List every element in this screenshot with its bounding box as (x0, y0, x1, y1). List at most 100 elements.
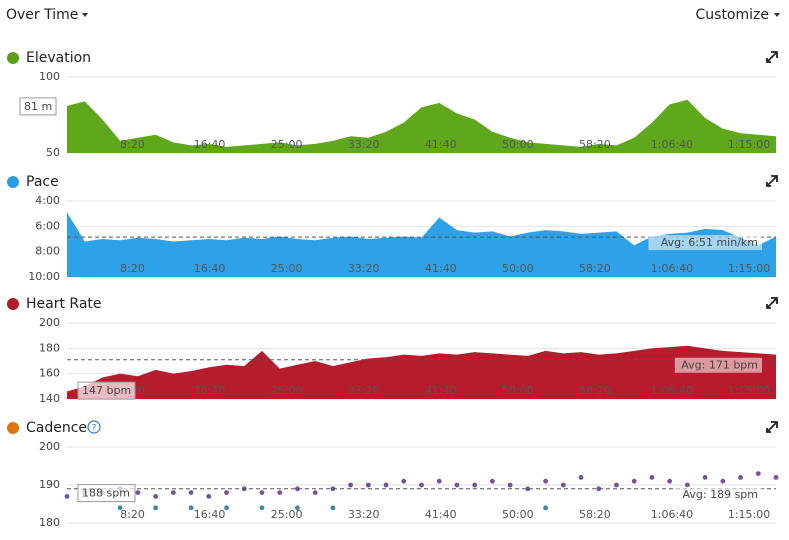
avg-label-box (674, 486, 762, 502)
y-tick-label: 100 (39, 70, 60, 83)
panel-title: Heart Rate (26, 296, 102, 312)
cadence-point (507, 482, 513, 488)
dropdown-arrow[interactable] (82, 13, 88, 17)
legend-dot (7, 52, 19, 64)
panel-title: Pace (26, 174, 59, 190)
cadence-point (631, 478, 637, 484)
x-tick-label: 8:20 (120, 138, 145, 151)
area (67, 345, 776, 399)
cadence-point (667, 478, 673, 484)
cadence-point (702, 475, 708, 480)
x-tick-label: 41:40 (425, 138, 457, 151)
x-tick-label: 58:20 (579, 508, 611, 521)
x-tick-label: 1:06:40 (651, 262, 693, 275)
cadence-point (560, 482, 566, 488)
panel-title: Elevation (26, 50, 91, 66)
legend-dot (7, 176, 19, 188)
x-tick-label: 33:20 (348, 262, 380, 275)
x-tick-label: 8:20 (120, 262, 145, 275)
cadence-point (436, 478, 442, 484)
x-tick-label: 41:40 (425, 384, 457, 397)
cadence-point (170, 490, 176, 495)
cadence-point (738, 475, 743, 480)
x-tick-label: 50:00 (502, 138, 534, 151)
expand-icon[interactable] (766, 175, 778, 187)
x-tick-label: 41:40 (425, 508, 457, 521)
x-tick-label: 33:20 (348, 508, 380, 521)
cadence-point (259, 490, 265, 495)
cadence-point (525, 486, 531, 492)
x-tick-label: 58:20 (579, 384, 611, 397)
cadence-point (490, 478, 495, 484)
view-select[interactable]: Over Time (6, 7, 78, 23)
y-tick-label: 180 (39, 516, 60, 529)
cadence-point (454, 482, 460, 488)
customize-button[interactable]: Customize (696, 7, 770, 23)
cadence-point (596, 486, 602, 492)
x-tick-label: 33:20 (348, 384, 380, 397)
cadence-point (755, 471, 761, 476)
avg-label-box (674, 357, 762, 373)
cadence-point (206, 494, 212, 499)
cadence-point (295, 505, 300, 511)
cadence-point (224, 505, 229, 511)
expand-icon[interactable] (766, 421, 778, 433)
y-tick-label: 180 (39, 341, 60, 354)
area (67, 212, 776, 277)
y-tick-label: 4:00 (35, 194, 60, 207)
cadence-point (419, 482, 424, 488)
x-tick-label: 25:00 (271, 508, 303, 521)
x-tick-label: 58:20 (579, 138, 611, 151)
x-tick-label: 50:00 (502, 384, 534, 397)
cursor-label: 81 m (24, 100, 52, 113)
cadence-point (312, 490, 318, 495)
cursor-box (77, 381, 136, 400)
x-tick-label: 50:00 (502, 508, 534, 521)
cadence-point (330, 486, 336, 492)
cadence-point (188, 490, 194, 495)
y-tick-label: 160 (39, 367, 60, 380)
cadence-point (259, 505, 265, 511)
cadence-point (188, 505, 194, 511)
x-tick-label: 1:15:00 (728, 262, 770, 275)
x-tick-label: 25:00 (271, 384, 303, 397)
x-tick-label: 1:15:00 (728, 138, 770, 151)
cadence-point (401, 478, 407, 484)
y-tick-label: 50 (46, 146, 60, 159)
y-tick-label: 8:00 (35, 245, 60, 258)
cadence-point (684, 482, 690, 488)
cadence-point (383, 482, 389, 488)
cadence-point (614, 482, 619, 488)
dropdown-arrow[interactable] (774, 13, 780, 17)
cursor-label: 188 spm (82, 487, 130, 500)
y-tick-label: 190 (39, 478, 60, 491)
x-tick-label: 16:40 (194, 508, 226, 521)
x-tick-label: 1:15:00 (728, 384, 770, 397)
y-tick-label: 200 (39, 316, 60, 329)
cadence-point (649, 475, 655, 480)
avg-label: Avg: 171 bpm (681, 359, 758, 372)
x-tick-label: 8:20 (120, 508, 145, 521)
x-tick-label: 16:40 (194, 138, 226, 151)
cadence-point (117, 505, 123, 511)
help-icon-mark: ? (92, 424, 97, 434)
expand-icon[interactable] (766, 51, 778, 63)
avg-label: Avg: 189 spm (683, 488, 759, 501)
x-tick-label: 16:40 (194, 262, 226, 275)
help-icon[interactable] (87, 420, 101, 434)
x-tick-label: 41:40 (425, 262, 457, 275)
cadence-point (773, 475, 779, 480)
avg-label-box (648, 235, 762, 251)
legend-dot (7, 298, 19, 310)
x-tick-label: 58:20 (579, 262, 611, 275)
x-tick-label: 33:20 (348, 138, 380, 151)
area (67, 99, 776, 153)
cursor-label: 147 bpm (82, 384, 131, 397)
cadence-point (472, 482, 478, 488)
cadence-point (348, 482, 353, 488)
y-tick-label: 140 (39, 392, 60, 405)
cadence-point (224, 490, 229, 495)
expand-icon[interactable] (766, 297, 778, 309)
x-tick-label: 25:00 (271, 262, 303, 275)
